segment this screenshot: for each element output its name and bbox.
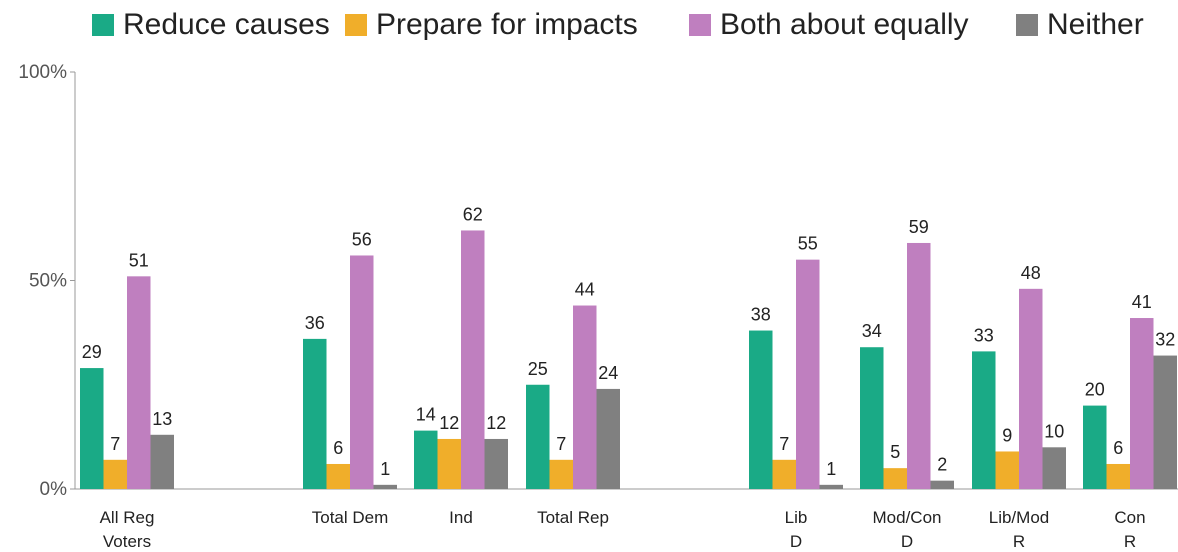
data-label: 1 [380, 459, 390, 479]
data-label: 48 [1021, 263, 1041, 283]
bar [1130, 318, 1154, 489]
bar [150, 434, 174, 489]
bar [907, 242, 931, 489]
bar [995, 451, 1019, 489]
legend-item-neither: Neither [1016, 8, 1144, 42]
x-tick-label: Mod/Con [873, 508, 942, 527]
bar [1042, 447, 1066, 489]
y-tick-label: 100% [18, 62, 67, 83]
data-label: 25 [528, 359, 548, 379]
bar [573, 305, 597, 489]
bar [437, 438, 461, 489]
bar [414, 430, 438, 489]
data-label: 55 [798, 234, 818, 254]
bar [350, 255, 374, 489]
data-label: 12 [486, 413, 506, 433]
chart-legend: Reduce causes Prepare for impacts Both a… [0, 0, 1178, 52]
legend-label: Reduce causes [123, 8, 330, 41]
legend-swatch [92, 14, 114, 36]
bar [883, 468, 907, 489]
x-tick-label: Lib/Mod [989, 508, 1049, 527]
bar [1083, 405, 1107, 489]
legend-label: Prepare for impacts [376, 8, 638, 41]
bar [596, 388, 620, 489]
data-label: 14 [416, 405, 436, 425]
data-label: 2 [937, 455, 947, 475]
data-label: 5 [890, 442, 900, 462]
data-label: 1 [826, 459, 836, 479]
bar [526, 384, 550, 489]
y-tick-label: 50% [29, 271, 67, 292]
bar [1019, 288, 1043, 489]
data-label: 7 [779, 434, 789, 454]
x-tick-label: Total Dem [312, 508, 389, 527]
data-label: 10 [1044, 421, 1064, 441]
data-label: 32 [1155, 330, 1175, 350]
y-tick-label: 0% [40, 479, 68, 500]
bar [127, 276, 151, 489]
data-label: 13 [152, 409, 172, 429]
legend-item-both-about-equally: Both about equally [689, 8, 969, 42]
bar [103, 459, 127, 489]
bar [972, 351, 996, 489]
data-label: 44 [575, 280, 595, 300]
x-tick-label: R [1124, 532, 1136, 551]
x-tick-label: All Reg [100, 508, 155, 527]
data-label: 62 [463, 204, 483, 224]
data-label: 34 [862, 321, 882, 341]
data-label: 29 [82, 342, 102, 362]
bar [860, 347, 884, 489]
data-label: 41 [1132, 292, 1152, 312]
data-label: 36 [305, 313, 325, 333]
data-label: 20 [1085, 380, 1105, 400]
data-label: 6 [333, 438, 343, 458]
bar [484, 438, 508, 489]
x-tick-label: D [901, 532, 913, 551]
x-tick-label: Voters [103, 532, 151, 551]
bar [326, 463, 350, 489]
bar [303, 338, 327, 489]
bar [1106, 463, 1130, 489]
bar [796, 259, 820, 489]
x-tick-label: Con [1114, 508, 1145, 527]
bar [930, 480, 954, 489]
bar [772, 459, 796, 489]
data-label: 7 [110, 434, 120, 454]
legend-swatch [689, 14, 711, 36]
x-tick-label: Lib [785, 508, 808, 527]
x-tick-label: R [1013, 532, 1025, 551]
x-tick-label: Ind [449, 508, 473, 527]
bar [80, 368, 104, 489]
bar [1153, 355, 1177, 489]
data-label: 51 [129, 250, 149, 270]
data-label: 33 [974, 325, 994, 345]
legend-label: Both about equally [720, 8, 969, 41]
data-label: 6 [1113, 438, 1123, 458]
legend-swatch [1016, 14, 1038, 36]
legend-label: Neither [1047, 8, 1144, 41]
x-tick-label: D [790, 532, 802, 551]
bar [549, 459, 573, 489]
bar [819, 484, 843, 489]
bar [461, 230, 485, 489]
data-label: 56 [352, 229, 372, 249]
data-label: 12 [439, 413, 459, 433]
x-tick-label: Total Rep [537, 508, 609, 527]
data-label: 38 [751, 305, 771, 325]
data-label: 7 [556, 434, 566, 454]
legend-item-prepare-for-impacts: Prepare for impacts [345, 8, 638, 42]
legend-swatch [345, 14, 367, 36]
bar [373, 484, 397, 489]
bar [749, 330, 773, 489]
data-label: 24 [598, 363, 618, 383]
data-label: 59 [909, 217, 929, 237]
data-label: 9 [1002, 425, 1012, 445]
legend-item-reduce-causes: Reduce causes [92, 8, 330, 42]
